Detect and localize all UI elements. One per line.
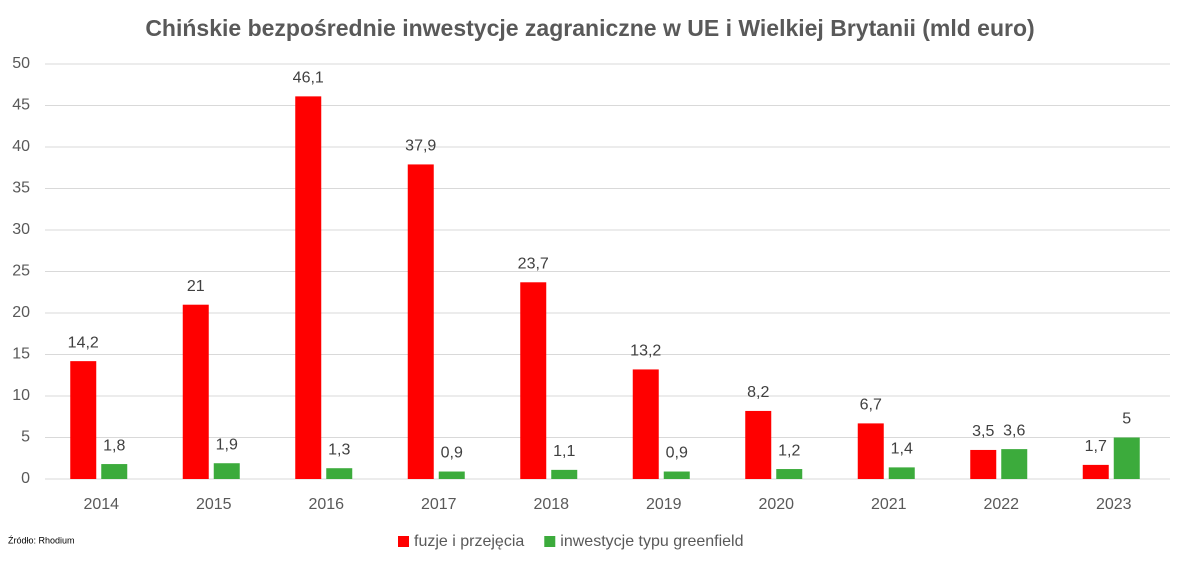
bar	[970, 449, 997, 479]
bar	[857, 423, 884, 479]
value-label: 3,6	[1003, 422, 1025, 439]
bar	[632, 369, 659, 479]
value-label: 1,1	[553, 443, 575, 460]
y-tick-label: 15	[12, 346, 30, 363]
bar	[182, 304, 209, 479]
bar	[326, 468, 353, 479]
y-tick-label: 10	[12, 387, 30, 404]
value-label: 3,5	[972, 423, 994, 440]
value-label: 6,7	[860, 397, 882, 414]
source-note: Źródło: Rhodium	[8, 535, 75, 545]
value-label: 14,2	[68, 334, 99, 351]
legend-swatch	[398, 536, 409, 547]
bar	[101, 464, 128, 479]
x-tick-label: 2019	[646, 496, 682, 513]
value-label: 1,8	[103, 437, 125, 454]
value-label: 5	[1122, 411, 1131, 428]
x-tick-label: 2022	[983, 496, 1019, 513]
y-tick-label: 45	[12, 97, 30, 114]
bar	[295, 96, 322, 480]
value-label: 1,7	[1085, 438, 1107, 455]
legend-label: inwestycje typu greenfield	[560, 533, 743, 550]
value-label: 1,9	[216, 436, 238, 453]
bar	[745, 410, 772, 479]
value-label: 46,1	[293, 70, 324, 87]
bar	[1001, 449, 1028, 479]
bar	[407, 164, 434, 479]
value-label: 13,2	[630, 343, 661, 360]
y-tick-label: 0	[21, 470, 30, 487]
legend-label: fuzje i przejęcia	[414, 533, 524, 550]
x-tick-label: 2016	[308, 496, 344, 513]
value-label: 8,2	[747, 384, 769, 401]
x-tick-label: 2023	[1096, 496, 1132, 513]
y-tick-label: 30	[12, 221, 30, 238]
x-tick-label: 2015	[196, 496, 232, 513]
bar	[520, 282, 547, 479]
bar	[1113, 437, 1140, 479]
bar	[438, 471, 465, 479]
x-tick-label: 2020	[758, 496, 794, 513]
x-tick-label: 2014	[83, 496, 119, 513]
x-tick-label: 2018	[533, 496, 569, 513]
x-tick-label: 2021	[871, 496, 907, 513]
value-label: 1,3	[328, 441, 350, 458]
chart-title: Chińskie bezpośrednie inwestycje zagrani…	[145, 15, 1034, 41]
bar	[888, 467, 915, 479]
value-label: 0,9	[441, 445, 463, 462]
y-tick-label: 25	[12, 263, 30, 280]
y-tick-label: 20	[12, 304, 30, 321]
y-tick-label: 35	[12, 180, 30, 197]
y-tick-label: 5	[21, 429, 30, 446]
value-label: 0,9	[666, 445, 688, 462]
value-label: 21	[187, 278, 205, 295]
value-label: 37,9	[405, 138, 436, 155]
bar	[663, 471, 690, 479]
value-label: 1,2	[778, 442, 800, 459]
y-tick-label: 40	[12, 138, 30, 155]
bar	[551, 469, 578, 479]
value-label: 1,4	[891, 441, 913, 458]
bar	[70, 361, 97, 479]
bar	[776, 469, 803, 479]
value-label: 23,7	[518, 256, 549, 273]
bar	[213, 463, 240, 479]
bar	[1082, 464, 1109, 479]
x-tick-label: 2017	[421, 496, 457, 513]
y-tick-label: 50	[12, 55, 30, 72]
legend-swatch	[544, 536, 556, 547]
